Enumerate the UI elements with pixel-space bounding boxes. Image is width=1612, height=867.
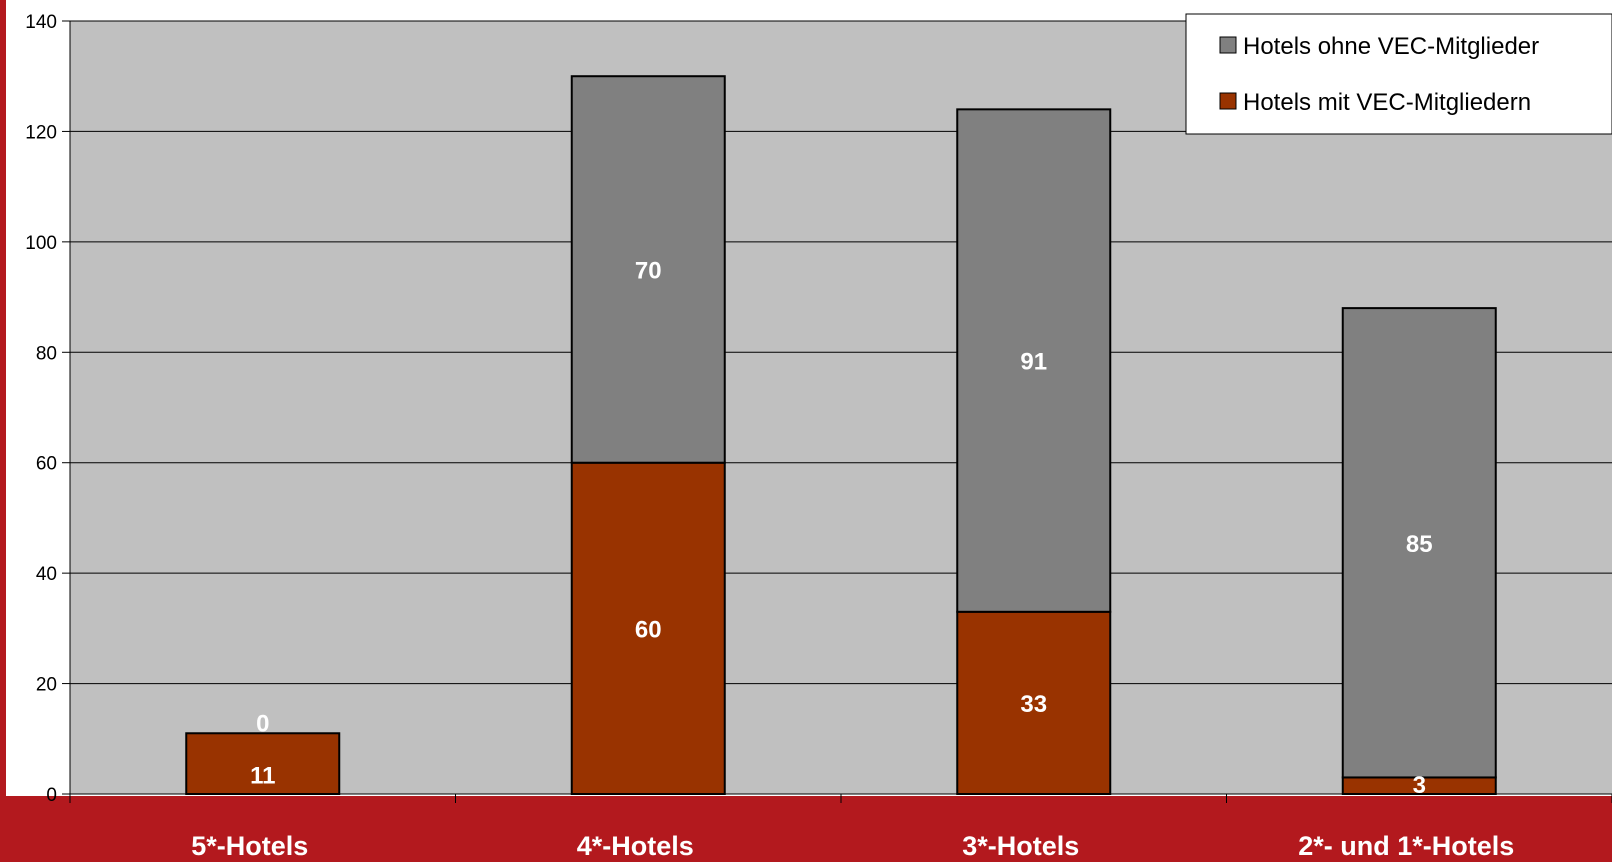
category-label: 3*-Hotels [962,831,1079,861]
x-axis: 5*-Hotels 4*-Hotels 3*-Hotels 2*- und 1*-Ho… [191,831,1514,861]
y-tick-label: 0 [46,785,57,806]
bar-ohne-1 [570,75,726,464]
data-label: 33 [1020,691,1047,718]
data-label: 60 [635,616,662,643]
y-tick-label: 60 [36,454,57,475]
frame-bottom [0,796,1612,862]
bar-mit-0 [185,732,341,795]
data-labels: 11 0 60 70 33 91 3 85 [250,257,1433,799]
y-tick-label: 80 [36,343,57,364]
legend-entry: Hotels ohne VEC-Mitglieder [1243,33,1539,60]
y-tick-label: 140 [25,12,57,33]
data-label: 85 [1406,531,1433,558]
data-label: 3 [1413,772,1426,799]
category-label: 4*-Hotels [577,831,694,861]
legend-swatch [1219,92,1237,110]
legend-swatch [1219,36,1237,54]
y-tick-label: 100 [25,233,57,254]
category-label: 5*-Hotels [191,831,308,861]
data-label: 70 [635,257,662,284]
y-tick-label: 120 [25,122,57,143]
y-tick-label: 40 [36,564,57,585]
bar-ohne-3 [1341,307,1497,779]
frame-left [0,0,6,862]
category-label: 2*- und 1*-Hotels [1298,831,1514,861]
data-label: 91 [1020,349,1047,376]
legend-box [1185,13,1612,135]
legend-entry: Hotels mit VEC-Mitgliedern [1243,89,1531,116]
data-label: 11 [250,763,275,790]
bar-ohne-2 [956,108,1112,613]
bars [185,75,1497,796]
y-axis: 0 20 40 60 80 100 120 140 [25,12,57,806]
legend: Hotels ohne VEC-Mitglieder Hotels mit VEC… [1185,13,1612,135]
bar-mit-1 [570,461,726,795]
bar-mit-2 [956,610,1112,795]
y-tick-label: 20 [36,675,57,696]
data-label: 0 [256,710,269,737]
